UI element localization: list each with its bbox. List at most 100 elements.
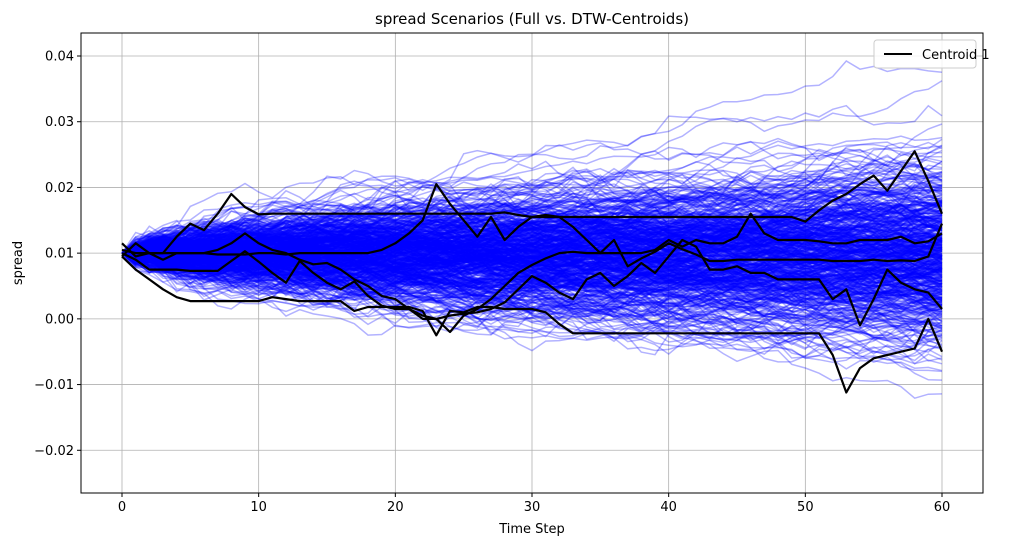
scenario-line — [121, 252, 943, 317]
scenario-line — [121, 242, 942, 310]
scenario-line — [121, 250, 943, 305]
scenario-line — [121, 238, 943, 320]
scenario-line — [121, 214, 943, 293]
scenario-line — [121, 171, 943, 254]
scenario-line — [121, 219, 943, 267]
scenario-line — [121, 203, 943, 263]
scenario-line — [121, 141, 943, 262]
scenario-line — [121, 221, 943, 261]
scenario-line — [121, 181, 943, 254]
scenario-line — [121, 214, 943, 256]
scenario-line — [121, 235, 943, 303]
scenario-line — [121, 226, 943, 299]
scenario-line — [121, 217, 943, 290]
scenario-line — [121, 234, 943, 362]
scenario-line — [121, 252, 943, 302]
scenario-line — [121, 208, 943, 254]
scenario-line — [121, 146, 943, 254]
scenario-line — [121, 176, 943, 265]
scenario-line — [121, 252, 943, 365]
scenario-line — [121, 213, 943, 260]
scenario-line — [121, 223, 943, 302]
scenario-line — [121, 232, 943, 263]
scenario-line — [121, 123, 943, 254]
scenario-line — [121, 251, 943, 325]
scenario-line — [121, 208, 943, 265]
scenario-line — [121, 138, 943, 260]
scenario-line — [121, 227, 943, 273]
scenario-line — [121, 154, 943, 254]
scenario-line — [121, 222, 943, 274]
scenario-line — [121, 140, 943, 254]
scenario-line — [121, 237, 943, 288]
x-tick-label: 20 — [387, 500, 404, 515]
scenario-line — [121, 186, 943, 254]
scenario-line — [121, 212, 943, 259]
scenario-line — [121, 217, 943, 314]
scenario-line — [121, 162, 943, 302]
scenario-line — [121, 229, 943, 324]
scenario-line — [121, 164, 943, 254]
scenario-line — [121, 241, 943, 308]
scenario-line — [121, 234, 943, 273]
scenario-line — [121, 176, 943, 254]
scenario-line — [121, 203, 943, 265]
scenario-line — [121, 187, 943, 279]
scenario-line — [121, 230, 943, 263]
scenario-line — [121, 190, 943, 257]
scenario-line — [121, 230, 943, 316]
scenario-line — [121, 252, 943, 335]
scenario-line — [121, 250, 943, 320]
scenario-line — [121, 252, 943, 372]
scenario-line — [121, 214, 943, 268]
scenario-line — [121, 221, 943, 283]
scenario-line — [121, 252, 943, 317]
scenario-line — [121, 182, 943, 255]
scenario-line — [121, 183, 943, 263]
scenario-line — [121, 244, 943, 295]
x-tick-label: 50 — [797, 500, 814, 515]
scenario-line — [121, 228, 943, 282]
scenario-line — [121, 200, 943, 259]
scenario-line — [121, 225, 943, 264]
scenario-line — [121, 251, 943, 289]
scenario-line — [121, 247, 943, 308]
scenario-line — [121, 142, 943, 260]
scenario-line — [121, 244, 943, 309]
scenario-line — [121, 212, 943, 269]
scenario-line — [121, 157, 943, 257]
grid-layer — [81, 33, 983, 493]
scenario-line — [121, 230, 943, 283]
scenario-line — [121, 226, 943, 254]
scenario-line — [121, 204, 943, 261]
scenario-line — [121, 205, 943, 273]
scenario-line — [121, 233, 943, 287]
scenario-line — [121, 225, 943, 275]
scenario-line — [121, 249, 943, 335]
scenario-line — [121, 184, 943, 254]
scenario-line — [121, 238, 943, 273]
scenario-line — [121, 238, 943, 315]
scenario-line — [121, 217, 943, 301]
scenario-line — [121, 241, 943, 298]
scenario-line — [121, 175, 943, 255]
scenario-line — [121, 252, 943, 315]
scenario-line — [121, 240, 943, 292]
scenario-line — [121, 245, 943, 315]
scenario-line — [121, 217, 943, 271]
scenario-line — [121, 246, 943, 318]
scenario-line — [121, 184, 943, 262]
scenario-line — [121, 232, 943, 266]
scenario-line — [121, 246, 943, 319]
scenario-line — [121, 252, 943, 400]
scenario-line — [121, 189, 943, 258]
scenario-line — [121, 177, 943, 274]
scenario-line — [121, 214, 943, 270]
scenario-line — [121, 211, 943, 276]
scenario-line — [121, 200, 943, 254]
scenario-line — [121, 161, 943, 272]
scenario-line — [121, 237, 943, 293]
scenario-line — [121, 227, 943, 301]
scenario-line — [121, 192, 943, 259]
scenario-line — [121, 177, 943, 264]
